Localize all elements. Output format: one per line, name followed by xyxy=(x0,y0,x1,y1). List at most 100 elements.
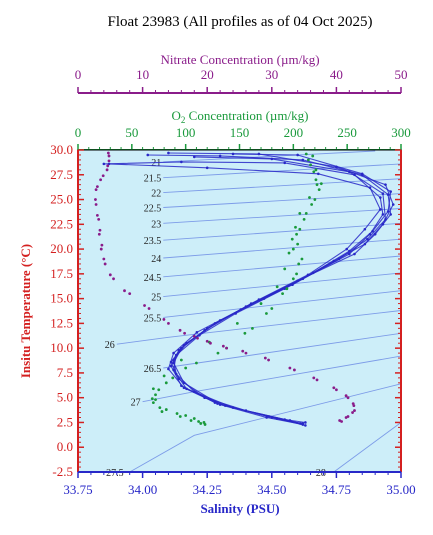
oxygen-point xyxy=(291,247,295,251)
oxygen-point xyxy=(216,351,220,355)
density-contour-line xyxy=(163,255,402,278)
oxygen-point xyxy=(197,420,200,423)
oxygen-point xyxy=(291,277,295,281)
temperature-tick-label: 7.5 xyxy=(57,365,73,380)
oxygen-axis-label-suffix: Concentration (µm/kg) xyxy=(185,108,308,123)
nitrate-point xyxy=(99,247,103,251)
salinity-axis: 33.75 34.00 34.25 34.50 34.75 35.00 xyxy=(63,471,416,497)
salinity-point xyxy=(368,186,372,189)
temperature-tick-label: 15.0 xyxy=(50,291,73,306)
salinity-point xyxy=(379,196,382,199)
oxygen-axis-label: O2 Concentration (µm/kg) xyxy=(172,108,309,125)
nitrate-point xyxy=(338,419,342,422)
oxygen-point xyxy=(164,381,168,385)
salinity-point xyxy=(177,377,181,381)
density-contour-line xyxy=(163,222,402,241)
nitrate-point xyxy=(225,346,228,350)
salinity-axis-label: Salinity (PSU) xyxy=(200,501,279,516)
nitrate-axis: 0 10 20 30 40 50 xyxy=(75,67,408,94)
density-contour-line xyxy=(163,272,402,298)
oxygen-point xyxy=(235,321,239,325)
oxygen-point xyxy=(171,376,175,380)
salinity-point xyxy=(384,183,387,186)
oxygen-point xyxy=(309,163,312,167)
oxygen-point xyxy=(311,154,315,158)
oxygen-tick-label: 0 xyxy=(75,125,82,140)
salinity-point xyxy=(381,213,385,216)
oxygen-point xyxy=(154,398,157,402)
salinity-point xyxy=(296,153,299,157)
salinity-point xyxy=(353,252,356,256)
oxygen-tick-label: 200 xyxy=(284,125,304,140)
nitrate-point xyxy=(263,356,267,360)
temperature-tick-label: 30.0 xyxy=(50,142,73,157)
density-contour-label: 25.5 xyxy=(144,313,162,324)
salinity-point xyxy=(391,203,395,206)
nitrate-point xyxy=(112,277,115,281)
density-contour-label: 23.5 xyxy=(144,236,162,247)
oxygen-point xyxy=(307,158,310,162)
density-contour-label: 23 xyxy=(151,219,161,230)
salinity-point xyxy=(239,308,243,311)
salinity-point xyxy=(291,283,294,287)
salinity-tick-label: 34.75 xyxy=(322,482,351,497)
salinity-point xyxy=(348,170,351,174)
density-contour-line xyxy=(163,208,402,224)
nitrate-point xyxy=(346,396,350,400)
nitrate-point xyxy=(95,213,99,217)
oxygen-point xyxy=(296,242,300,246)
nitrate-point xyxy=(97,217,101,221)
nitrate-profiles xyxy=(94,151,356,423)
oxygen-tick-label: 50 xyxy=(125,125,138,140)
nitrate-point xyxy=(94,203,98,206)
density-contour-label: 24 xyxy=(151,254,161,265)
density-contours: 21 21.5 22 22.5 23 23.5 24 24.5 25 25.5 26 26.5 27 27… xyxy=(105,150,402,479)
oxygen-point xyxy=(310,203,314,206)
oxygen-point xyxy=(302,217,306,221)
density-contour-label: 21.5 xyxy=(144,174,162,185)
density-contour-line xyxy=(163,163,402,179)
salinity-point xyxy=(384,218,387,221)
density-contour-label: 27 xyxy=(131,398,141,409)
nitrate-point xyxy=(335,388,338,392)
density-contour-label: 24.5 xyxy=(144,273,162,284)
density-contour-line xyxy=(129,383,402,473)
temperature-tick-label: 5.0 xyxy=(57,390,73,405)
salinity-point xyxy=(192,155,196,159)
density-contour-label: 25 xyxy=(151,293,161,304)
oxygen-axis-label-prefix: O xyxy=(172,108,181,123)
salinity-point xyxy=(360,172,364,176)
nitrate-point xyxy=(288,366,292,370)
oxygen-point xyxy=(157,388,161,392)
density-contour-label: 22.5 xyxy=(144,203,162,214)
oxygen-point xyxy=(150,397,154,401)
oxygen-point xyxy=(243,331,247,335)
nitrate-point xyxy=(123,289,126,293)
nitrate-point xyxy=(183,331,186,335)
oxygen-point xyxy=(184,414,188,417)
salinity-point xyxy=(337,257,341,261)
nitrate-point xyxy=(178,328,182,332)
oxygen-point xyxy=(295,272,298,276)
nitrate-point xyxy=(98,228,102,232)
salinity-point xyxy=(216,402,219,405)
salinity-point xyxy=(169,364,173,368)
nitrate-point xyxy=(106,164,110,168)
salinity-point xyxy=(267,415,271,418)
oxygen-point xyxy=(192,417,196,420)
salinity-point xyxy=(180,160,183,164)
nitrate-point xyxy=(128,292,132,296)
density-contour-label: 21 xyxy=(151,158,161,169)
oxygen-tick-label: 250 xyxy=(337,125,357,140)
chart-title: Float 23983 (All profiles as of 04 Oct 2… xyxy=(108,14,373,30)
nitrate-point xyxy=(105,168,109,172)
nitrate-tick-label: 50 xyxy=(395,67,408,82)
nitrate-point xyxy=(106,151,110,155)
oxygen-point xyxy=(154,393,157,397)
nitrate-point xyxy=(344,394,348,398)
salinity-tick-label: 34.25 xyxy=(193,482,222,497)
oxygen-point xyxy=(304,152,308,156)
salinity-tick-label: 35.00 xyxy=(386,482,415,497)
nitrate-point xyxy=(205,339,209,343)
